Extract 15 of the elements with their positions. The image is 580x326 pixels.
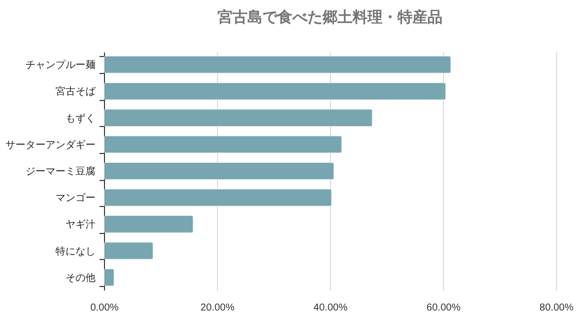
y-tick-label: 宮古そば bbox=[56, 86, 96, 98]
x-tick-label: 80.00% bbox=[540, 302, 574, 314]
y-tick-label: ヤギ汁 bbox=[66, 218, 96, 231]
y-tick-label: もずく bbox=[66, 112, 96, 124]
y-tick-label: その他 bbox=[66, 272, 96, 284]
y-tick-label: ジーマーミ豆腐 bbox=[26, 166, 96, 178]
y-tick-label: 特になし bbox=[56, 245, 96, 258]
y-tick-label: サーターアンダギー bbox=[6, 138, 96, 151]
x-tick-label: 60.00% bbox=[426, 302, 461, 314]
x-tick-label: 0.00% bbox=[90, 302, 119, 314]
y-tick-label: マンゴー bbox=[56, 192, 96, 204]
y-tick-label: チャンプルー麺 bbox=[26, 59, 96, 72]
x-tick-label: 40.00% bbox=[314, 302, 348, 314]
x-tick-label: 20.00% bbox=[200, 302, 235, 314]
chart-title: 宮古島で食べた郷土料理・特産品 bbox=[218, 8, 442, 26]
